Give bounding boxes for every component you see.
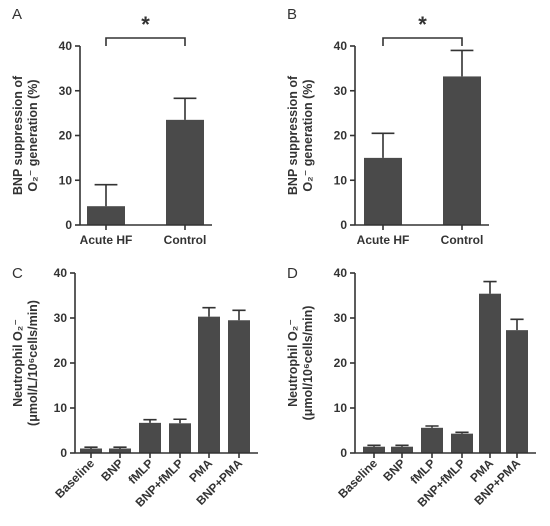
error-bar [202,306,216,317]
y-tick-label: 20 [59,129,73,143]
significance-bracket [382,37,463,46]
y-axis-label: Neutrophil O₂⁻ [286,319,300,407]
panel-B: B BNP suppression of O₂⁻ generation (%) 0 10… [286,6,489,247]
bar [391,446,413,453]
bar [80,448,102,453]
y-axis-label: Neutrophil O₂⁻ [11,319,25,407]
y-tick-label: 0 [340,218,347,232]
category-label: Control [441,233,484,247]
error-bar [94,183,118,207]
bar [87,206,125,225]
y-tick-label: 20 [54,356,68,370]
bar [169,423,191,453]
panel-C: C Neutrophil O₂⁻ (μmol/L/10⁶cells/min) 0 10 2… [11,265,258,510]
y-tick-label: 20 [334,129,348,143]
y-axis-label-line2: O₂⁻ generation (%) [26,79,40,191]
bar [139,422,161,453]
bar [109,448,131,453]
error-bar [84,446,98,449]
y-axis-label: BNP suppression of [11,75,25,195]
error-bar [450,49,474,77]
category-label: BNP [98,456,126,484]
y-tick-label: 40 [59,39,73,53]
y-tick-label: 0 [340,446,347,460]
significance-bracket [105,37,186,46]
y-tick-label: 0 [65,218,72,232]
error-bar [367,444,381,447]
y-tick-label: 0 [60,446,67,460]
error-bar [483,280,497,294]
error-bar [425,425,439,428]
category-label: Control [164,233,207,247]
y-tick-label: 10 [59,173,73,187]
y-axis-label-line2: (μmol/10⁶cells/min) [301,306,315,421]
y-tick-label: 10 [334,173,348,187]
y-tick-label: 20 [334,356,348,370]
error-bar [173,418,187,424]
y-tick-label: 40 [54,266,68,280]
y-tick-label: 40 [334,266,348,280]
significance-star: * [418,12,427,37]
error-bar [173,97,197,120]
error-bar [510,318,524,331]
error-bar [113,446,127,449]
y-tick-label: 30 [334,311,348,325]
error-bar [232,309,246,321]
category-label: Baseline [52,456,97,501]
category-label: Baseline [335,456,380,501]
y-tick-label: 30 [334,84,348,98]
panel-D: D Neutrophil O₂⁻ (μmol/10⁶cells/min) 0 10 20 3… [286,265,536,510]
y-tick-label: 10 [334,401,348,415]
bar [166,119,204,225]
error-bar [455,431,469,434]
bar [479,293,501,453]
y-tick-label: 10 [54,401,68,415]
bar [506,330,528,453]
panel-letter: D [287,265,298,282]
bar [421,427,443,453]
panel-letter: A [12,6,22,23]
error-bar [371,132,395,158]
bar [364,157,402,225]
category-label: BNP [380,456,408,484]
bar [198,316,220,453]
bar [443,76,481,226]
category-label: Acute HF [80,233,133,247]
y-tick-label: 40 [334,39,348,53]
bar [363,446,385,453]
y-axis-label-line2: (μmol/L/10⁶cells/min) [26,300,40,426]
y-axis-label: BNP suppression of [286,75,300,195]
panel-letter: B [287,6,297,23]
panel-letter: C [12,265,23,282]
bar [451,433,473,453]
significance-star: * [141,12,150,37]
category-label: Acute HF [357,233,410,247]
y-tick-label: 30 [54,311,68,325]
error-bar [143,418,157,423]
y-axis-label-line2: O₂⁻ generation (%) [301,79,315,191]
bar [228,320,250,453]
panel-A: A BNP suppression of O₂⁻ generation (%) 0 10… [11,6,212,247]
error-bar [395,444,409,447]
y-tick-label: 30 [59,84,73,98]
